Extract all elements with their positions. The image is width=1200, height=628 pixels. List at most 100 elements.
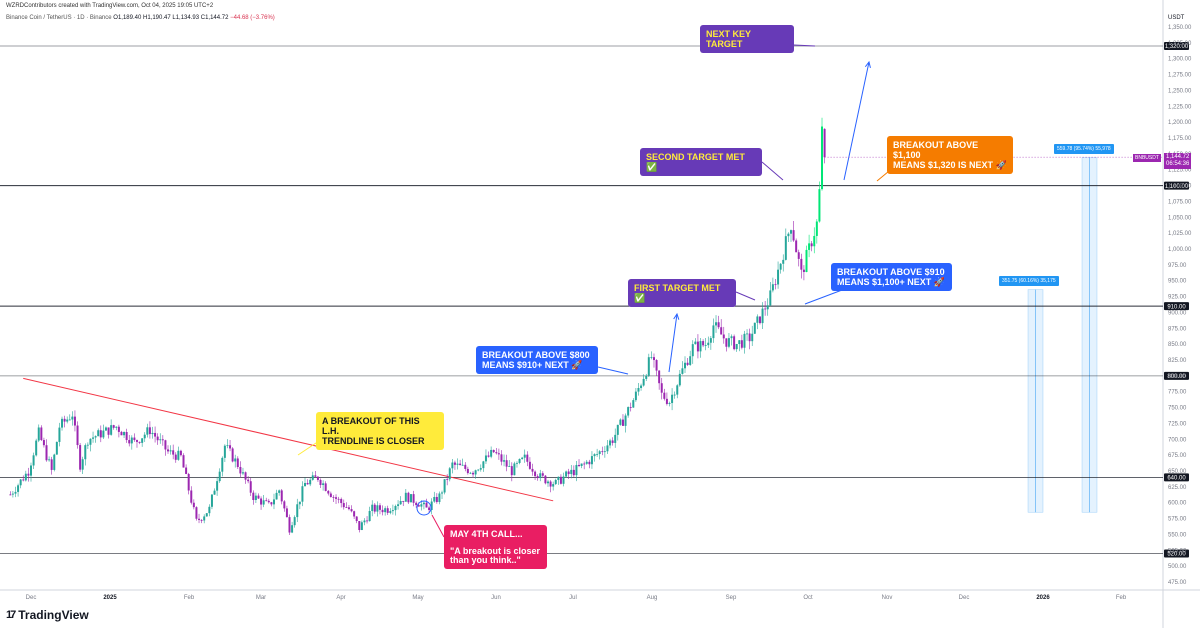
candle-body [239, 467, 242, 474]
level-tag-label: 1,100.00 [1165, 184, 1189, 190]
candle-body [198, 518, 201, 520]
candle-body [818, 189, 821, 222]
candle-body [138, 441, 141, 443]
candle-body [795, 240, 798, 253]
candle-body [208, 506, 211, 514]
candle-body [322, 483, 325, 485]
candle-body [464, 464, 467, 469]
candle-body [671, 394, 674, 404]
candle-body [810, 243, 813, 247]
candle-body [495, 452, 498, 454]
y-tick-label: 1,275.00 [1168, 73, 1192, 79]
candle-body [275, 492, 278, 500]
candle-body [27, 473, 30, 476]
candle-body [549, 481, 552, 487]
candle-body [203, 516, 206, 521]
candle-body [174, 454, 177, 460]
candle-body [521, 457, 524, 459]
candle-body [272, 499, 275, 505]
candle-body [304, 482, 307, 487]
level-tag-label: 640.00 [1167, 476, 1186, 482]
candle-body [508, 466, 511, 467]
candle-body [177, 450, 180, 460]
candle-body [606, 445, 609, 452]
candle-body [293, 517, 296, 526]
candle-body [94, 436, 97, 438]
candle-body [200, 519, 203, 521]
candle-body [523, 454, 526, 458]
candle-body [267, 500, 270, 503]
candle-body [130, 437, 133, 444]
candle-body [634, 391, 637, 401]
candle-body [730, 336, 733, 339]
candle-body [316, 476, 319, 480]
candle-body [340, 498, 343, 504]
candle-body [337, 498, 340, 500]
candle-body [758, 316, 761, 324]
symbol-name: Binance Coin / TetherUS · 1D · Binance [6, 15, 112, 21]
y-tick-label: 700.00 [1168, 437, 1187, 443]
bar-countdown: 06:54:36 [1166, 161, 1190, 167]
close-value: C1,144.72 [200, 15, 229, 21]
candle-body [707, 342, 710, 346]
candle-body [438, 493, 441, 503]
candle-body [823, 128, 826, 158]
candle-body [115, 426, 118, 428]
last-price-tag: 1,144.72 06:54:36 [1164, 153, 1192, 169]
candle-body [223, 445, 226, 458]
candle-body [63, 418, 66, 422]
candle-body [660, 383, 663, 393]
candle-body [384, 508, 387, 513]
x-tick-label: Aug [647, 595, 658, 601]
candle-body [678, 373, 681, 386]
candle-body [30, 465, 32, 476]
candle-body [257, 495, 260, 499]
candle-body [358, 521, 361, 531]
candle-body [156, 436, 159, 441]
candle-body [769, 290, 772, 306]
candle-body [474, 470, 477, 475]
candle-body [696, 341, 699, 352]
y-tick-label: 500.00 [1168, 564, 1187, 570]
candle-body [593, 454, 596, 457]
candle-body [585, 461, 588, 464]
candle-body [311, 475, 314, 480]
candle-body [195, 507, 198, 519]
level-tag [1164, 42, 1189, 51]
candle-body [280, 490, 283, 502]
candle-body [50, 459, 53, 470]
candle-body [409, 494, 412, 503]
candle-body [565, 471, 568, 477]
callout-breakout-1100: BREAKOUT ABOVE $1,100 MEANS $1,320 IS NE… [887, 136, 1013, 174]
y-tick-label: 1,225.00 [1168, 104, 1192, 110]
candle-body [740, 340, 743, 348]
candle-body [746, 333, 749, 335]
y-tick-label: 900.00 [1168, 310, 1187, 316]
candle-body [800, 258, 803, 270]
candle-body [789, 230, 792, 234]
candle-body [686, 362, 689, 365]
candle-body [37, 427, 40, 441]
level-tag [1164, 549, 1189, 558]
candle-body [699, 341, 702, 352]
candle-body [712, 325, 715, 339]
candle-body [787, 233, 790, 237]
candle-body [642, 378, 645, 386]
candle-body [190, 490, 193, 503]
y-tick-label: 1,075.00 [1168, 199, 1192, 205]
candle-body [353, 511, 356, 517]
x-tick-label: Feb [1116, 595, 1127, 601]
candle-body [247, 479, 250, 482]
candle-body [378, 505, 381, 510]
candle-body [515, 462, 518, 464]
candle-body [66, 419, 69, 422]
candle-body [159, 439, 162, 441]
candle-body [285, 508, 288, 518]
candle-body [492, 449, 495, 453]
tradingview-logo[interactable]: 17 TradingView [6, 608, 89, 622]
x-tick-label: Sep [726, 595, 737, 601]
candle-body [133, 437, 136, 441]
candle-body [187, 473, 190, 491]
